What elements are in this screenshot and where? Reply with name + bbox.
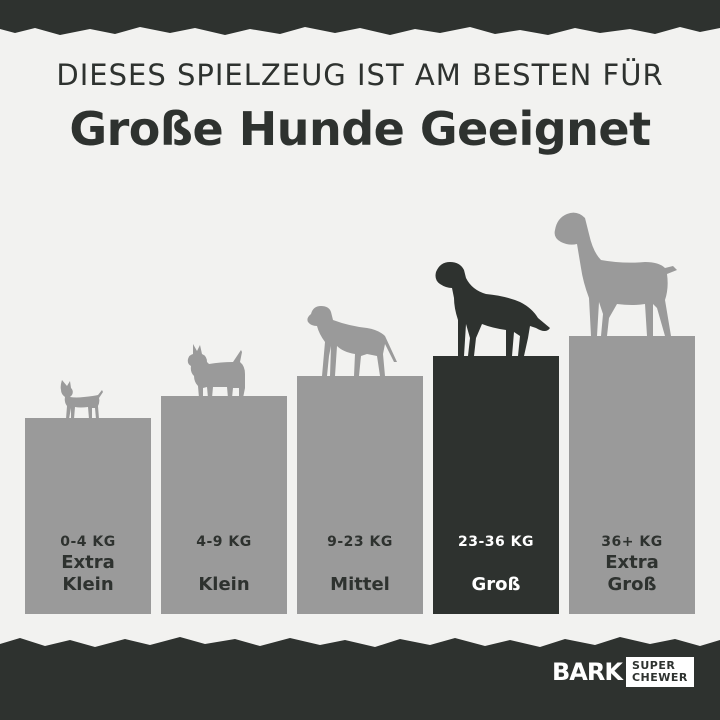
chihuahua-silhouette-icon (60, 380, 103, 419)
terrier-silhouette-icon (187, 344, 245, 398)
brand-subtitle-line1: SUPER (631, 659, 676, 672)
medium-dog-silhouette-icon (307, 306, 397, 376)
headline: DIESES SPIELZEUG IST AM BESTEN FÜR (56, 58, 664, 92)
size-label-line2: Klein (62, 574, 114, 595)
torn-paper-top (0, 0, 720, 35)
size-label: Klein (161, 574, 287, 596)
brand-name: BARK (552, 658, 623, 686)
size-label: Mittel (297, 574, 423, 596)
size-label-line1: Extra (605, 552, 659, 573)
brand-subtitle-line2: CHEWER (631, 671, 688, 684)
weight-label: 4-9 KG (196, 534, 252, 550)
brand-subtitle: SUPER CHEWER (625, 657, 694, 687)
size-column-extra-klein: 0-4 KG Extra Klein (25, 418, 151, 614)
size-label: Extra Klein (25, 552, 151, 596)
torn-paper-bottom (0, 637, 720, 720)
weight-label: 0-4 KG (60, 534, 116, 550)
size-column-klein: 4-9 KG Klein (161, 396, 287, 614)
size-column-gross: 23-36 KG Groß (433, 356, 559, 614)
size-label: Extra Groß (569, 552, 695, 596)
size-label-line1: Mittel (330, 574, 390, 595)
brand-logo: BARK SUPER CHEWER (552, 655, 700, 689)
great-dane-silhouette-icon (554, 212, 677, 336)
weight-label: 23-36 KG (458, 534, 534, 550)
size-column-mittel: 9-23 KG Mittel (297, 376, 423, 614)
size-label-line1: Extra (61, 552, 115, 573)
size-label-line2: Groß (607, 574, 657, 595)
weight-label: 36+ KG (601, 534, 663, 550)
retriever-silhouette-icon (435, 262, 550, 356)
size-label-line1: Groß (471, 574, 521, 595)
size-column-extra-gross: 36+ KG Extra Groß (569, 336, 695, 614)
page-title: Große Hunde Geeignet (69, 102, 651, 156)
size-label: Groß (433, 574, 559, 596)
size-label-line1: Klein (198, 574, 250, 595)
weight-label: 9-23 KG (327, 534, 393, 550)
